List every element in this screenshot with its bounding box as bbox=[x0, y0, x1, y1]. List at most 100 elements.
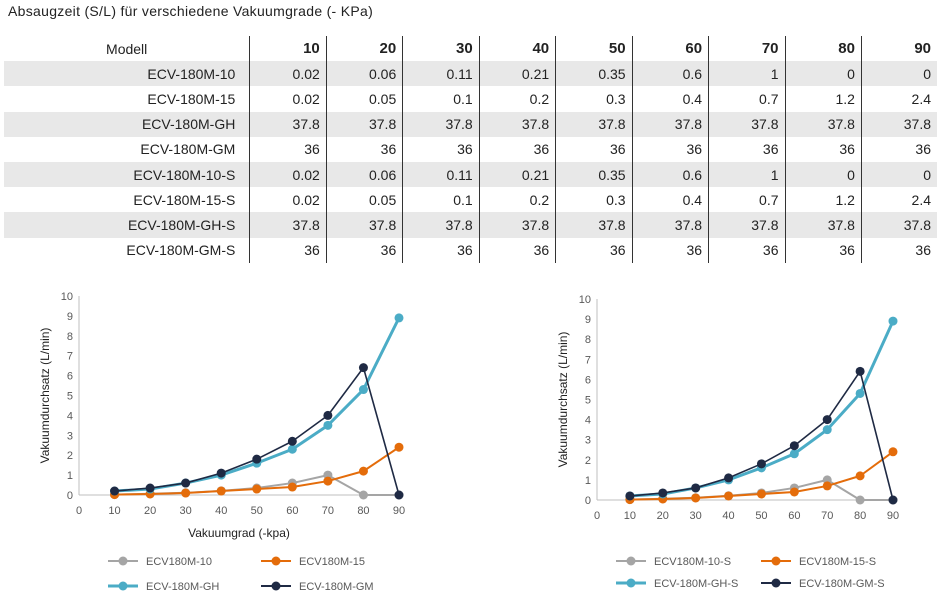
value-cell: 2.4 bbox=[860, 86, 937, 112]
legend-label: ECV180M-10 bbox=[146, 556, 212, 568]
value-cell: 0.11 bbox=[402, 161, 480, 188]
legend-label: ECV-180M-GH-S bbox=[654, 578, 738, 590]
y-axis-label: Vakuumdurchsatz (L/min) bbox=[38, 328, 52, 464]
value-cell: 0.1 bbox=[402, 187, 480, 213]
value-cell: 0.35 bbox=[555, 61, 633, 87]
value-cell: 0.4 bbox=[631, 86, 709, 112]
value-cell: 36 bbox=[708, 136, 785, 162]
y-tick-label: 0 bbox=[67, 490, 73, 502]
x-tick-label: 0 bbox=[76, 505, 82, 517]
model-cell: ECV-180M-GH-S bbox=[4, 212, 250, 238]
value-cell: 36 bbox=[860, 136, 937, 162]
data-point bbox=[724, 473, 734, 483]
value-cell: 0.05 bbox=[325, 86, 403, 112]
value-cell: 37.8 bbox=[325, 212, 403, 238]
value-cell: 0.2 bbox=[478, 187, 556, 213]
data-point bbox=[822, 425, 832, 435]
value-cell: 36 bbox=[708, 237, 785, 263]
series-line bbox=[114, 366, 400, 496]
value-cell: 37.8 bbox=[402, 212, 480, 238]
legend-label: ECV-180M-GM bbox=[299, 581, 374, 593]
x-tick-label: 30 bbox=[180, 505, 192, 517]
value-cell: 36 bbox=[249, 136, 327, 162]
value-cell: 0.4 bbox=[631, 187, 709, 213]
data-point bbox=[323, 410, 333, 420]
chart-right-svg: 0 1 2 3 4 5 6 7 8 9 10 0 10 20 30 40 50 60 70 80 90 Vakuumdur… bbox=[556, 294, 899, 590]
data-point bbox=[287, 444, 297, 454]
y-tick-label: 4 bbox=[67, 410, 73, 422]
value-cell: 36 bbox=[860, 237, 937, 263]
spec-table: Modell 10 20 30 40 50 60 70 80 90 ECV-18… bbox=[4, 36, 937, 263]
value-cell: 36 bbox=[555, 237, 633, 263]
value-cell: 36 bbox=[555, 136, 633, 162]
value-cell: 37.8 bbox=[708, 212, 785, 238]
legend-label: ECV180M-15-S bbox=[799, 556, 876, 568]
value-cell: 1 bbox=[708, 161, 785, 188]
value-cell: 0 bbox=[784, 61, 862, 87]
data-point bbox=[358, 385, 368, 395]
data-point bbox=[658, 488, 668, 498]
value-cell: 37.8 bbox=[478, 212, 556, 238]
value-cell: 37.8 bbox=[325, 111, 403, 137]
x-tick-label: 60 bbox=[788, 510, 800, 522]
x-tick-label: 90 bbox=[887, 510, 899, 522]
value-cell: 0.02 bbox=[249, 187, 327, 213]
column-header: 30 bbox=[402, 36, 480, 62]
legend-swatch-marker bbox=[271, 581, 281, 591]
column-header: 40 bbox=[478, 36, 556, 62]
value-cell: 0.1 bbox=[402, 86, 480, 112]
page-title: Absaugzeit (S/L) für verschiedene Vakuum… bbox=[8, 3, 374, 19]
data-point bbox=[287, 482, 297, 492]
value-cell: 37.8 bbox=[784, 212, 862, 238]
data-point bbox=[855, 388, 865, 398]
data-point bbox=[216, 486, 226, 496]
value-cell: 0.7 bbox=[708, 187, 785, 213]
value-cell: 37.8 bbox=[631, 212, 709, 238]
y-tick-label: 9 bbox=[585, 314, 591, 326]
x-tick-label: 80 bbox=[854, 510, 866, 522]
chart-left-svg: 0 1 2 3 4 5 6 7 8 9 10 0 10 20 30 40 50 60 70 80 90 Vakuumdur… bbox=[38, 291, 405, 593]
column-header: 60 bbox=[631, 36, 709, 62]
value-cell: 0.11 bbox=[402, 61, 480, 87]
data-point bbox=[822, 415, 832, 425]
y-tick-label: 2 bbox=[67, 450, 73, 462]
legend-swatch-marker bbox=[626, 556, 636, 566]
y-axis-label: Vakuumdurchsatz (L/min) bbox=[556, 332, 570, 468]
data-point bbox=[888, 316, 898, 326]
data-point bbox=[358, 466, 368, 476]
legend-swatch-marker bbox=[626, 578, 636, 588]
value-cell: 37.8 bbox=[631, 111, 709, 137]
value-cell: 0.6 bbox=[631, 161, 709, 188]
x-tick-label: 40 bbox=[722, 510, 734, 522]
table-row: ECV-180M-15-S 0.02 0.05 0.1 0.2 0.3 0.4 0.7 1.2 2… bbox=[4, 187, 937, 213]
data-point bbox=[625, 491, 635, 501]
x-tick-label: 30 bbox=[690, 510, 702, 522]
value-cell: 36 bbox=[631, 237, 709, 263]
column-header: 10 bbox=[249, 36, 327, 62]
y-tick-label: 10 bbox=[579, 294, 591, 306]
data-point bbox=[789, 449, 799, 459]
data-point bbox=[252, 484, 262, 494]
y-tick-label: 9 bbox=[67, 311, 73, 323]
data-point bbox=[394, 313, 404, 323]
value-cell: 36 bbox=[631, 136, 709, 162]
y-tick-label: 7 bbox=[585, 354, 591, 366]
value-cell: 36 bbox=[402, 136, 480, 162]
legend-swatch-marker bbox=[771, 556, 781, 566]
data-point bbox=[756, 489, 766, 499]
data-point bbox=[888, 495, 898, 505]
x-tick-label: 70 bbox=[322, 505, 334, 517]
legend-label: ECV-180M-GH bbox=[146, 581, 219, 593]
model-cell: ECV-180M-GH bbox=[4, 111, 250, 137]
legend-swatch-marker bbox=[118, 556, 128, 566]
x-tick-label: 10 bbox=[624, 510, 636, 522]
x-tick-label: 40 bbox=[215, 505, 227, 517]
table-header-row: Modell 10 20 30 40 50 60 70 80 90 bbox=[4, 36, 937, 62]
y-tick-label: 3 bbox=[67, 430, 73, 442]
table-row: ECV-180M-GH-S 37.8 37.8 37.8 37.8 37.8 37.8 37.… bbox=[4, 212, 937, 238]
value-cell: 0.21 bbox=[478, 61, 556, 87]
model-cell: ECV-180M-GM-S bbox=[126, 242, 236, 259]
data-point bbox=[394, 490, 404, 500]
table-row: ECV-180M-10 0.02 0.06 0.11 0.21 0.35 0.6 1 0 0 bbox=[4, 61, 937, 87]
data-point bbox=[855, 495, 865, 505]
